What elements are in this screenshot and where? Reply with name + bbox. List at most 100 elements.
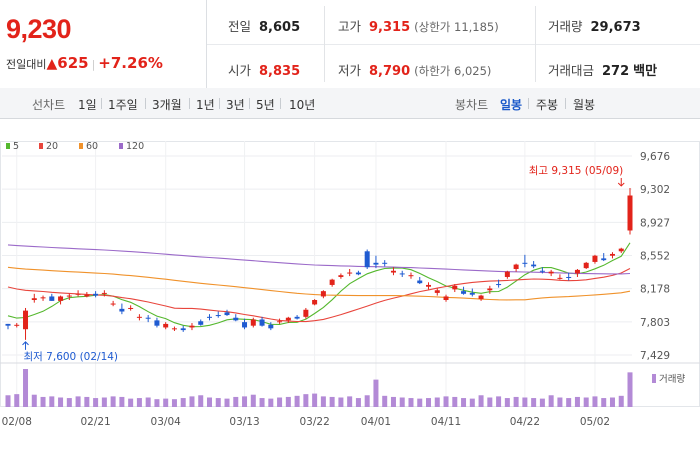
volume-bar <box>93 398 99 407</box>
prev-close-value: 8,605 <box>259 20 301 35</box>
candle-body <box>496 284 502 286</box>
candle-body <box>539 270 545 272</box>
candle-body <box>364 251 370 268</box>
ma20-line <box>7 268 631 323</box>
candle-body <box>548 271 554 274</box>
volume-bar <box>250 394 256 407</box>
period-weekly[interactable]: 주봉 <box>536 98 559 112</box>
candle-body <box>84 294 90 297</box>
amount-label: 거래대금 <box>548 63 595 78</box>
candle-body <box>627 195 633 231</box>
candle-body <box>49 296 55 301</box>
candle-body <box>23 310 29 330</box>
candle-body <box>487 288 493 291</box>
candle-body <box>513 264 519 270</box>
volume-bar <box>294 395 300 407</box>
volume-bar <box>189 396 195 407</box>
candle-chart-label: 봉차트 <box>455 98 489 112</box>
volume-bar <box>110 396 116 407</box>
change-value: 625 <box>57 54 89 72</box>
low-value: 8,790 <box>369 64 411 79</box>
y-tick-label: 8,178 <box>640 284 670 296</box>
ma-legend-swatch <box>6 143 10 149</box>
volume-bar <box>539 398 545 407</box>
period-daily[interactable]: 일봉 <box>500 98 523 112</box>
candle-body <box>609 253 615 256</box>
volume-bar <box>609 397 615 407</box>
candle-body <box>198 321 204 325</box>
line-chart-label: 선차트 <box>32 98 66 112</box>
volume-bar <box>84 396 90 407</box>
ma-legend-label: 60 <box>86 141 98 152</box>
y-tick-label: 8,927 <box>640 217 670 229</box>
volume: 거래량 29,673 <box>548 16 641 35</box>
prev-close-label: 전일 <box>228 19 252 34</box>
candle-body <box>469 292 475 295</box>
volume-bar <box>233 396 239 407</box>
volume-bar <box>461 398 467 407</box>
volume-bar <box>66 398 72 407</box>
candle-body <box>277 321 283 323</box>
ma-legend-label: 120 <box>126 141 144 152</box>
volume-bar <box>355 398 361 407</box>
volume-bar <box>487 397 493 407</box>
candle-body <box>373 262 379 265</box>
volume-bar <box>268 398 274 407</box>
candle-body <box>154 320 160 326</box>
volume-bar <box>504 398 510 407</box>
volume-bar <box>329 396 335 407</box>
candle-body <box>110 303 116 305</box>
ma-legend-label: 20 <box>46 141 58 152</box>
volume-bar <box>312 393 318 407</box>
volume-bar <box>23 369 29 407</box>
volume-bar <box>452 396 458 407</box>
volume-bar <box>31 394 37 407</box>
period-10year[interactable]: 10년 <box>289 98 316 112</box>
candlestick-chart[interactable]: 9,676 9,302 8,927 8,552 8,178 7,803 7,429 02/08… <box>0 119 700 450</box>
volume-bar <box>364 395 370 407</box>
candle-body <box>355 272 361 275</box>
candle-body <box>66 295 72 297</box>
ma-legend-swatch <box>119 143 123 149</box>
period-5year[interactable]: 5년 <box>256 98 275 112</box>
low-label: 저가 <box>338 63 362 78</box>
volume-bar <box>574 396 580 407</box>
prev-close: 전일 8,605 <box>228 16 300 35</box>
volume-bar <box>627 372 633 407</box>
volume-bar <box>119 396 125 407</box>
volume-bar <box>434 397 440 407</box>
volume-bar <box>136 398 142 407</box>
x-tick-label: 03/22 <box>299 416 329 428</box>
candle-body <box>592 255 598 262</box>
high-arrowhead-icon <box>617 182 625 187</box>
candle-body <box>426 284 432 287</box>
period-1year[interactable]: 1년 <box>196 98 215 112</box>
change-label: 전일대비 <box>6 58 47 71</box>
y-tick-label: 8,552 <box>640 251 670 263</box>
candle-body <box>224 312 230 316</box>
period-1week[interactable]: 1주일 <box>108 98 138 112</box>
volume-bar <box>58 397 64 407</box>
candle-body <box>320 291 326 297</box>
candle-body <box>5 323 11 326</box>
volume-bar <box>128 398 134 407</box>
period-3month[interactable]: 3개월 <box>152 98 182 112</box>
candle-body <box>180 328 186 331</box>
volume-bar <box>601 398 607 407</box>
volume-bar <box>531 398 537 407</box>
period-monthly[interactable]: 월봉 <box>573 98 596 112</box>
period-1day[interactable]: 1일 <box>78 98 97 112</box>
volume-bar <box>154 399 160 407</box>
volume-bar <box>277 397 283 407</box>
y-tick-label: 7,429 <box>640 350 670 362</box>
candle-body <box>233 317 239 321</box>
candle-body <box>382 262 388 264</box>
candle-body <box>136 316 142 318</box>
y-tick-label: 9,302 <box>640 184 670 196</box>
period-3year[interactable]: 3년 <box>226 98 245 112</box>
lower-limit: (하한가 6,025) <box>414 64 492 78</box>
volume-bar <box>382 395 388 407</box>
open-value: 8,835 <box>259 64 301 79</box>
volume-bar <box>259 398 265 407</box>
volume-bar <box>583 397 589 407</box>
